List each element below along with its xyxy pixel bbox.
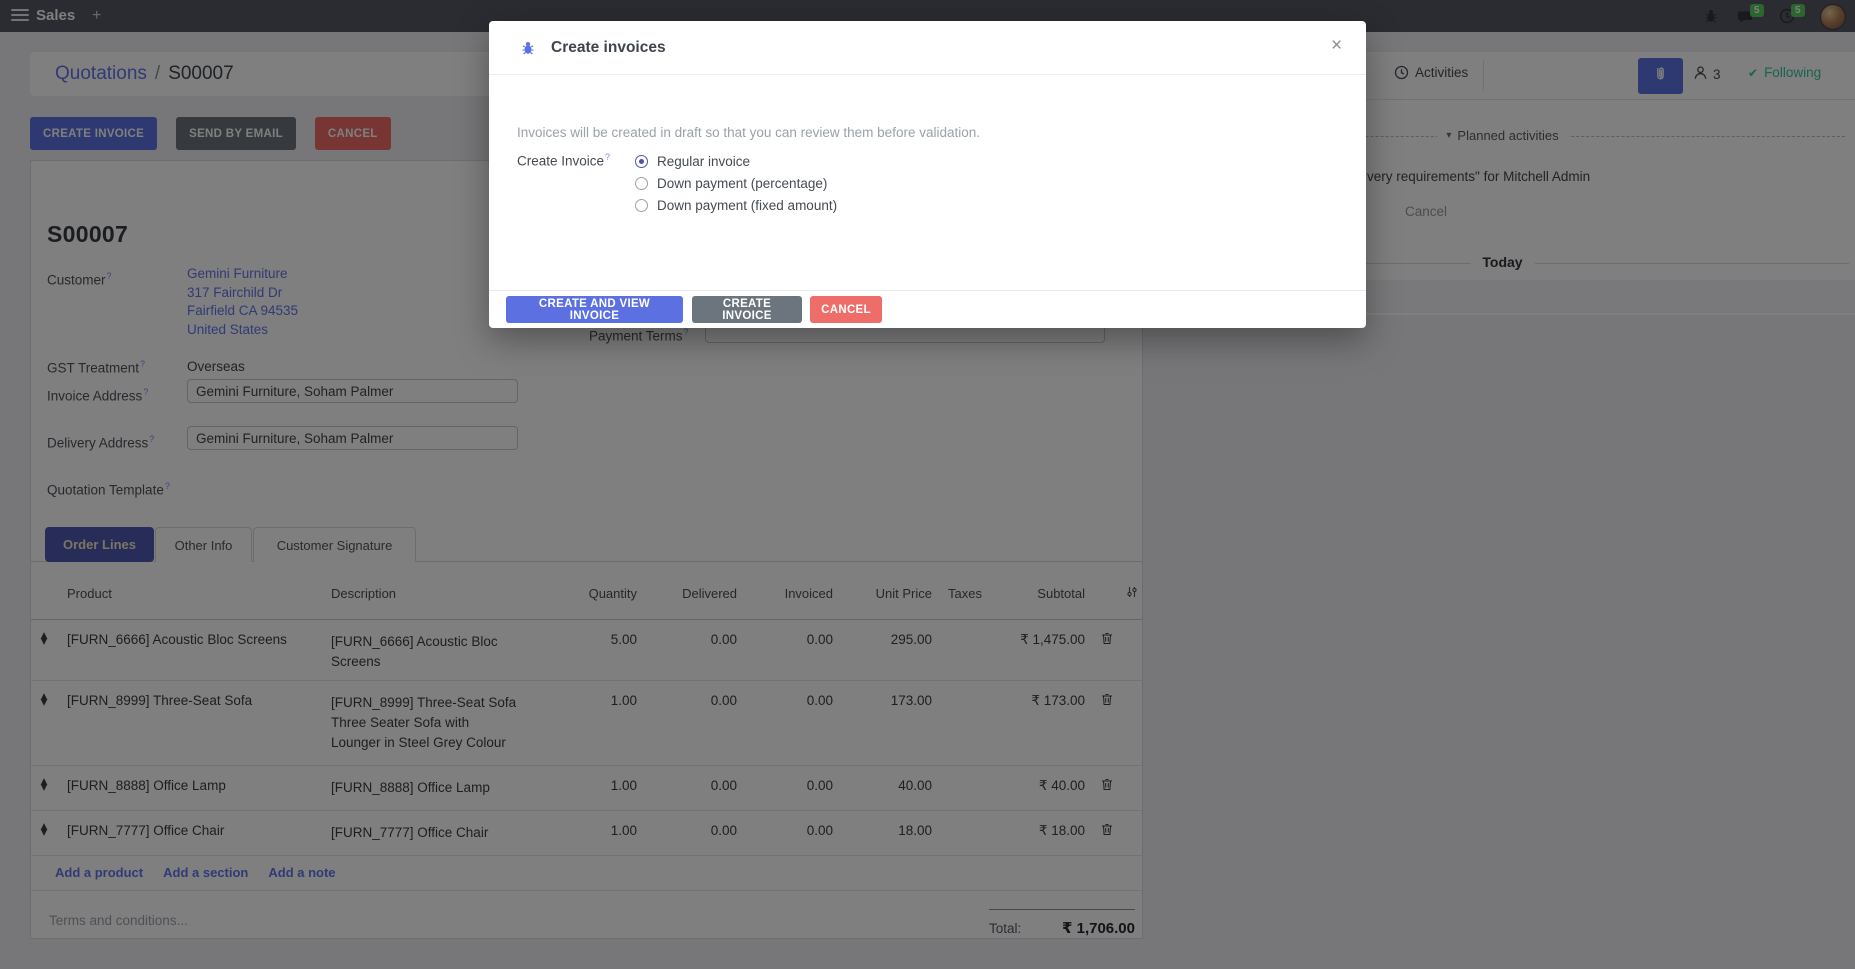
create-invoice-field-label: Create Invoice? [517,152,611,169]
bug-icon [520,40,536,61]
create-and-view-invoice-button[interactable]: CREATE AND VIEW INVOICE [506,296,683,323]
radio-icon[interactable] [635,199,648,212]
create-invoices-dialog: Create invoices × Invoices will be creat… [489,21,1366,328]
help-question-icon: ? [605,152,611,162]
radio-down-payment-fixed[interactable]: Down payment (fixed amount) [635,196,837,215]
dialog-footer-divider [489,290,1366,291]
modal-cancel-button[interactable]: CANCEL [810,296,882,323]
radio-down-payment-percentage[interactable]: Down payment (percentage) [635,174,837,193]
dialog-title: Create invoices [551,39,666,56]
radio-icon[interactable] [635,155,648,168]
modal-create-invoice-button[interactable]: CREATE INVOICE [692,296,802,323]
close-icon[interactable]: × [1331,35,1343,56]
radio-icon[interactable] [635,177,648,190]
dialog-intro-text: Invoices will be created in draft so tha… [517,125,980,140]
radio-regular-invoice[interactable]: Regular invoice [635,152,837,171]
dialog-header: Create invoices × [489,21,1366,75]
invoice-type-radio-group: Regular invoice Down payment (percentage… [635,152,837,218]
